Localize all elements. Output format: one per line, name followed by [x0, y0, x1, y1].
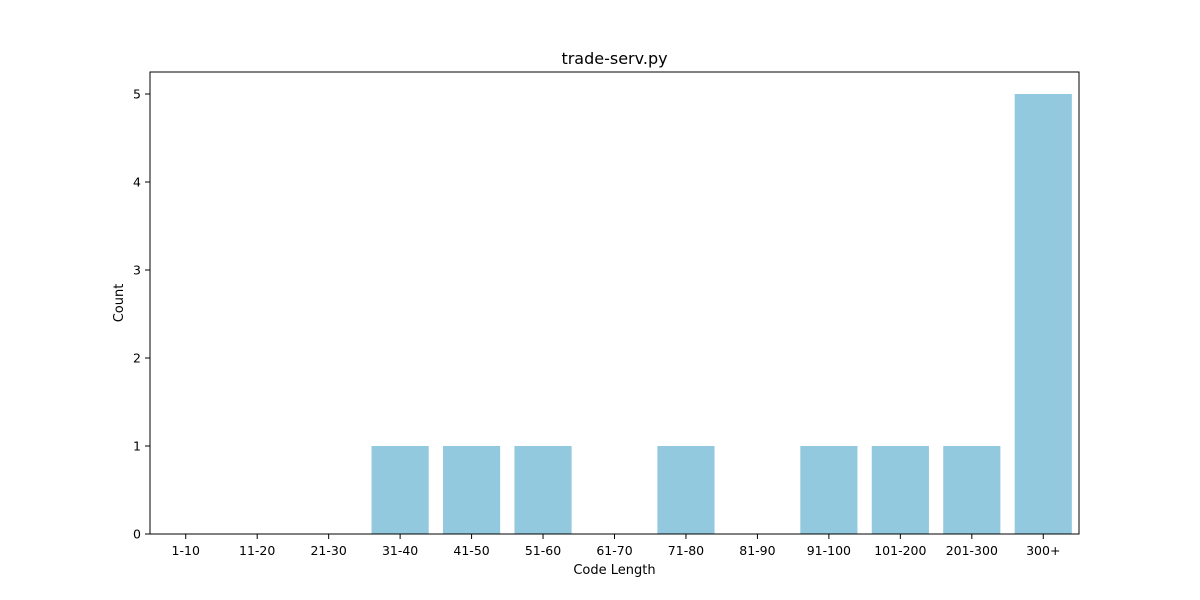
y-tick-label: 3 [133, 263, 141, 278]
x-tick-label: 91-100 [807, 543, 851, 558]
bar-31-40 [371, 446, 429, 534]
bar-71-80 [657, 446, 715, 534]
x-tick-label: 21-30 [310, 543, 346, 558]
x-axis-label: Code Length [573, 563, 655, 578]
x-tick-label: 81-90 [739, 543, 775, 558]
plot-frame [149, 71, 1080, 535]
bars-group [371, 94, 1072, 534]
x-axis-ticks: 1-10 11-20 21-30 31-40 41-50 51-60 61-70 71-80 8… [172, 534, 1060, 558]
y-tick-label: 5 [133, 87, 141, 102]
x-tick-label: 51-60 [525, 543, 561, 558]
x-tick-label: 31-40 [382, 543, 418, 558]
x-tick-label: 201-300 [946, 543, 998, 558]
bar-101-200 [871, 446, 929, 534]
y-axis-label: Count [112, 284, 127, 323]
chart-title: trade-serv.py [561, 49, 667, 68]
y-tick-label: 2 [133, 351, 141, 366]
x-tick-label: 71-80 [668, 543, 704, 558]
bar-41-50 [442, 446, 501, 534]
y-tick-label: 4 [133, 175, 141, 190]
x-tick-label: 300+ [1026, 543, 1060, 558]
y-tick-label: 1 [133, 439, 141, 454]
y-tick-label: 0 [133, 527, 141, 542]
bar-91-100 [800, 446, 858, 534]
y-axis-ticks: 0 1 2 3 4 5 [133, 87, 150, 542]
x-tick-label: 11-20 [239, 543, 275, 558]
bar-201-300 [943, 446, 1001, 534]
x-tick-label: 41-50 [453, 543, 489, 558]
x-tick-label: 1-10 [172, 543, 200, 558]
x-tick-label: 61-70 [596, 543, 632, 558]
bar-51-60 [514, 446, 572, 534]
bar-300+ [1014, 94, 1072, 534]
x-tick-label: 101-200 [874, 543, 926, 558]
